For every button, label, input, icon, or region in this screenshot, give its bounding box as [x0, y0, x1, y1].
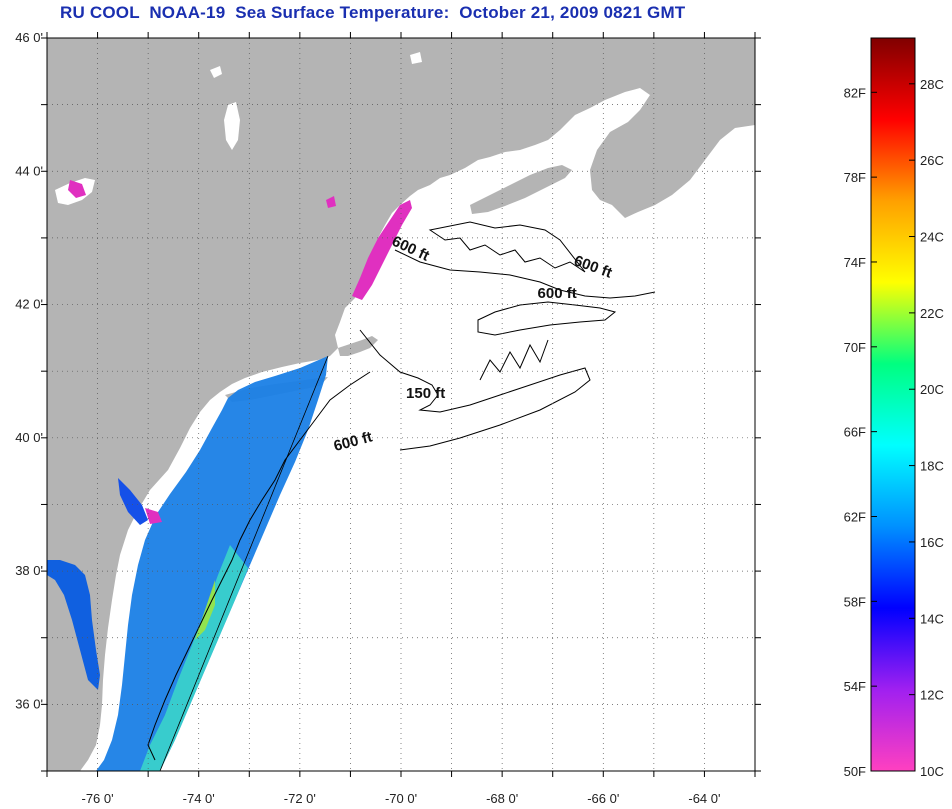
- colorbar-c-label: 12C: [920, 688, 944, 703]
- colorbar-c-label: 24C: [920, 230, 944, 245]
- lon-tick-label: -76 0': [82, 791, 114, 806]
- colorbar-c-label: 28C: [920, 77, 944, 92]
- lat-tick-label: 42 0': [15, 297, 43, 312]
- sst-offshore-warm: [140, 545, 248, 771]
- sst-cold-patch-3: [326, 196, 336, 208]
- colorbar-scale: [870, 37, 916, 772]
- contour-600ft-georges: [477, 301, 617, 336]
- sst-cold-patch-1: [145, 508, 162, 524]
- colorbar-c-label: 18C: [920, 459, 944, 474]
- longitude-labels: -76 0' -74 0' -72 0' -70 0' -68 0' -66 0' -64 …: [82, 791, 721, 806]
- colorbar-celsius-labels: 10C 12C 14C 16C 18C 20C 22C 24C 26C 28C: [909, 77, 944, 779]
- sst-cold-patch-2: [68, 180, 86, 198]
- lon-tick-label: -64 0': [688, 791, 720, 806]
- contour-label: 150 ft: [406, 385, 445, 402]
- sst-swath-coastal: [96, 356, 328, 771]
- lat-tick-label: 46 0': [15, 30, 43, 45]
- colorbar-fahrenheit-labels: 50F 54F 58F 62F 66F 70F 74F 78F 82F: [844, 85, 877, 779]
- colorbar-f-label: 74F: [844, 255, 866, 270]
- swath-edge: [159, 355, 329, 771]
- colorbar-c-label: 16C: [920, 535, 944, 550]
- colorbar: 50F 54F 58F 62F 66F 70F 74F 78F 82F 10C 12C 14C 16C…: [844, 37, 944, 779]
- bathymetry-contours: [147, 221, 656, 761]
- colorbar-c-label: 22C: [920, 306, 944, 321]
- lon-tick-label: -72 0': [284, 791, 316, 806]
- contour-600ft-gulf: [394, 249, 656, 299]
- map-title: RU COOL NOAA-19 Sea Surface Temperature:…: [60, 3, 686, 22]
- grid-lines: [47, 38, 755, 771]
- lat-tick-label: 38 0': [15, 563, 43, 578]
- sst-chesapeake-bay: [47, 560, 100, 690]
- colorbar-c-label: 14C: [920, 611, 944, 626]
- lake-small-1: [210, 66, 222, 78]
- contour-label: 600 ft: [538, 285, 577, 302]
- contour-150ft: [359, 329, 591, 451]
- colorbar-f-label: 82F: [844, 85, 866, 100]
- lake-champlain: [224, 102, 240, 150]
- contour-georges-ridges: [479, 339, 549, 381]
- axis-ticks: [41, 32, 761, 777]
- lake-small-2: [410, 52, 422, 64]
- lon-tick-label: -70 0': [385, 791, 417, 806]
- colorbar-c-label: 10C: [920, 764, 944, 779]
- lat-tick-label: 40 0': [15, 430, 43, 445]
- contour-gulf-detail: [428, 221, 586, 273]
- colorbar-f-label: 66F: [844, 425, 866, 440]
- latitude-labels: 46 0' 44 0' 42 0' 40 0' 38 0' 36 0': [15, 30, 43, 711]
- contour-600ft-shelf: [147, 371, 371, 761]
- lat-tick-label: 44 0': [15, 163, 43, 178]
- sst-gulf-maine-strip: [352, 200, 412, 300]
- land-cape-cod: [338, 336, 378, 356]
- sst-delaware-bay: [118, 478, 148, 525]
- colorbar-c-label: 20C: [920, 382, 944, 397]
- colorbar-f-label: 70F: [844, 340, 866, 355]
- land-nova-scotia: [470, 165, 572, 214]
- lon-tick-label: -74 0': [183, 791, 215, 806]
- colorbar-f-label: 62F: [844, 509, 866, 524]
- colorbar-f-label: 78F: [844, 170, 866, 185]
- lon-tick-label: -68 0': [486, 791, 518, 806]
- colorbar-f-label: 58F: [844, 594, 866, 609]
- lat-tick-label: 36 0': [15, 696, 43, 711]
- land-mainland: [47, 38, 755, 771]
- colorbar-c-label: 26C: [920, 153, 944, 168]
- colorbar-f-label: 50F: [844, 764, 866, 779]
- colorbar-f-label: 54F: [844, 679, 866, 694]
- lon-tick-label: -66 0': [587, 791, 619, 806]
